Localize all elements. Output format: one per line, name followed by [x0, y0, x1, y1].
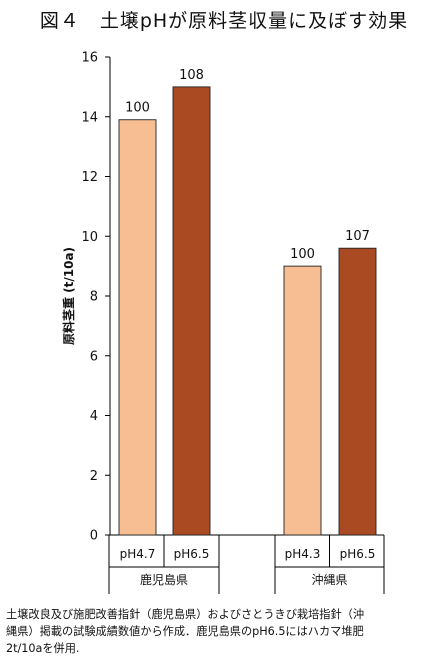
group-label: 沖縄県: [311, 572, 347, 587]
category-label: pH6.5: [340, 547, 376, 561]
bar: [118, 119, 157, 536]
bar: [172, 86, 211, 536]
y-tick-label: 16: [81, 51, 98, 66]
bar-value-label: 100: [125, 101, 150, 116]
y-tick-label: 12: [81, 170, 98, 185]
category-label: pH6.5: [174, 547, 210, 561]
y-tick-label: 2: [90, 469, 98, 484]
y-tick-label: 14: [81, 110, 98, 125]
y-tick-label: 10: [81, 230, 98, 245]
bar-chart: 0 2 4 6 8 10 12 14 16 原料茎重 (t/10a) 100 pH4.7 108 pH6.…: [61, 51, 385, 594]
y-tick-label: 8: [90, 290, 98, 305]
bar-value-label: 100: [290, 247, 315, 262]
category-label: pH4.7: [120, 547, 156, 561]
y-tick-label: 0: [90, 529, 98, 544]
figure-title: 図４ 土壌pHが原料茎収量に及ぼす効果: [39, 10, 409, 32]
y-tick-label: 4: [90, 409, 98, 424]
bar: [338, 247, 377, 536]
bar-value-label: 107: [345, 229, 370, 244]
group-label: 鹿児島県: [140, 572, 188, 587]
bar: [283, 265, 322, 536]
figure-caption: 土壌改良及び施肥改善指針（鹿児島県）およびさとうきび栽培指針（沖 縄県）掲載の試…: [6, 608, 365, 655]
bar-value-label: 108: [179, 68, 204, 83]
y-tick-label: 6: [90, 349, 98, 364]
category-label: pH4.3: [285, 547, 321, 561]
y-axis-title: 原料茎重 (t/10a): [61, 247, 76, 345]
